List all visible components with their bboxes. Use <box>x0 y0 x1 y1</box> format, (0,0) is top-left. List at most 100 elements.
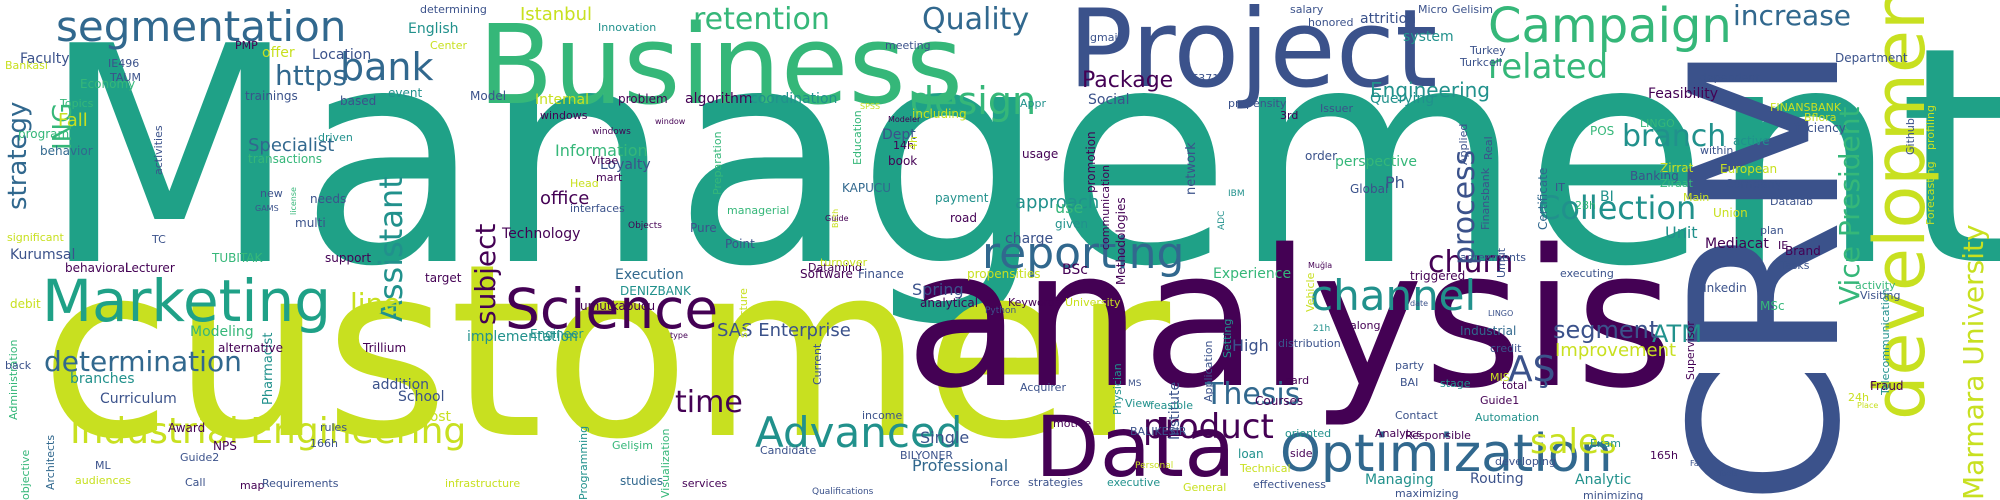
word-honored: honored <box>1308 16 1354 29</box>
word-analytic: Analytic <box>1575 472 1632 488</box>
word-guide2: Guide2 <box>180 451 220 464</box>
word-ml: ML <box>95 459 111 472</box>
word-quality: Quality <box>922 2 1030 37</box>
word-bi: BI <box>1600 189 1614 205</box>
word-unit: Unit <box>1665 223 1698 242</box>
word-spring: Spring <box>912 280 964 299</box>
word-audiences: audiences <box>75 474 132 487</box>
word-company: Company <box>1725 177 1783 191</box>
word-setting: Setting <box>1221 318 1234 358</box>
word-21h: 21h <box>1313 324 1331 334</box>
word-thesis: Thesis <box>1205 377 1301 412</box>
word-single: Single <box>920 428 970 447</box>
word-reporting: reporting <box>982 228 1185 279</box>
word-based: based <box>340 94 377 108</box>
word-executing: executing <box>1560 267 1614 280</box>
word-industrial-engineering: Industrial Engineering <box>70 411 467 452</box>
word-ie371: IE371 <box>1188 72 1220 85</box>
word-24h: 24h <box>1848 391 1869 404</box>
word-date: date <box>1410 299 1429 308</box>
word-denizbank: DENIZBANK <box>620 284 691 298</box>
word-as: AŞ <box>1508 349 1556 390</box>
word-dept: Dept <box>882 127 916 143</box>
word-payment: payment <box>935 191 989 205</box>
word-guide1: Guide1 <box>1480 394 1520 407</box>
word-map: map <box>240 479 265 492</box>
word-campaign: Campaign <box>1488 0 1732 54</box>
word-channel: channel <box>1310 271 1477 320</box>
word-problem: problem <box>618 92 668 106</box>
word-analytcs: Analytcs <box>1375 427 1422 440</box>
word-finansbank: Finansbank <box>1479 167 1492 230</box>
word-location: Location <box>312 47 372 63</box>
word-165h: 165h <box>1650 449 1678 462</box>
word-business: Business <box>478 1 964 129</box>
word-customer: customer <box>40 212 1171 492</box>
word-charge: charge <box>1005 231 1054 247</box>
word-ziraat: Ziraat <box>1660 177 1693 190</box>
word-triggered: triggered <box>1410 269 1466 283</box>
word-collection: Collection <box>1538 189 1697 227</box>
word-credit: credit <box>1490 342 1522 355</box>
word-studies: studies <box>620 474 664 488</box>
word-gelisim: Gelisim <box>1452 3 1493 16</box>
word-determining: determining <box>420 3 487 16</box>
word-routing: Routing <box>1470 471 1524 487</box>
word-general: General <box>1183 481 1227 494</box>
word-analytical: analytical <box>920 296 979 310</box>
word-preparation: Preparation <box>711 131 724 195</box>
word-modeler: Modeler <box>888 115 921 124</box>
word-maximizing: maximizing <box>1395 487 1459 500</box>
word-optimization: Optimization <box>1280 424 1613 484</box>
word-process: process <box>1447 149 1482 265</box>
word-appr: Appr <box>1020 97 1047 110</box>
word-mis: MIS <box>1490 371 1510 384</box>
word-bai: BAI <box>1400 376 1419 389</box>
word-interfaces: interfaces <box>570 202 625 215</box>
word-view: View <box>1125 397 1152 410</box>
word-msc: MSc <box>1760 299 1785 313</box>
word-related: related <box>1488 47 1609 87</box>
word-office: office <box>540 188 590 209</box>
word-industrial: Industrial <box>1460 324 1517 338</box>
word-it: IT <box>1555 181 1565 194</box>
word-algorithm: algorithm <box>685 91 753 107</box>
word-nps: NPS <box>213 439 237 453</box>
word-income: income <box>862 409 903 422</box>
word-mart: mart <box>596 171 623 184</box>
word-sas-enterprise: SAS Enterprise <box>717 320 851 341</box>
word-product: product <box>1143 407 1274 447</box>
word-offer: offer <box>262 45 295 61</box>
word-addition: addition <box>372 377 430 393</box>
word-pure: Pure <box>690 221 717 235</box>
word-modeling: Modeling <box>190 324 254 340</box>
word-taum: TAUM <box>110 71 141 84</box>
word-gelisim-tr: Gelişim <box>612 439 653 452</box>
word-support: support <box>325 251 372 265</box>
word-datamind: Datamind <box>808 261 862 274</box>
word-professional: Professional <box>912 456 1009 475</box>
word-lingo: LINGO <box>1640 117 1675 130</box>
word-turnover: turnover <box>820 256 868 269</box>
word-call: Call <box>185 476 206 489</box>
word-experience: Experience <box>1213 266 1292 282</box>
word-finansbank-caps: FINANSBANK <box>1770 101 1842 114</box>
word-economy: Economy <box>80 77 136 91</box>
word-stage: stage <box>1440 377 1471 390</box>
word-project: Project <box>1068 0 1438 112</box>
word-candidate: Candidate <box>760 444 817 457</box>
word-alternative: alternative <box>218 341 283 355</box>
word-ms: MS <box>1128 379 1142 389</box>
word-3rd: 3rd <box>1280 109 1299 122</box>
word-debit: debit <box>10 297 41 311</box>
word-14h: 14h <box>893 139 914 152</box>
word-trillium: Trillium <box>363 341 407 355</box>
word-forecasting: Forecasting <box>1924 161 1937 225</box>
word-subject: subject <box>469 223 502 326</box>
word-bflora: Bflora <box>1804 111 1837 124</box>
word-github: Github <box>1904 118 1917 155</box>
word-gams: GAMS <box>255 204 279 213</box>
word-activity: activity <box>1855 279 1896 292</box>
word-segment: segment <box>1553 316 1659 344</box>
word-exam: Exam <box>1590 437 1621 450</box>
